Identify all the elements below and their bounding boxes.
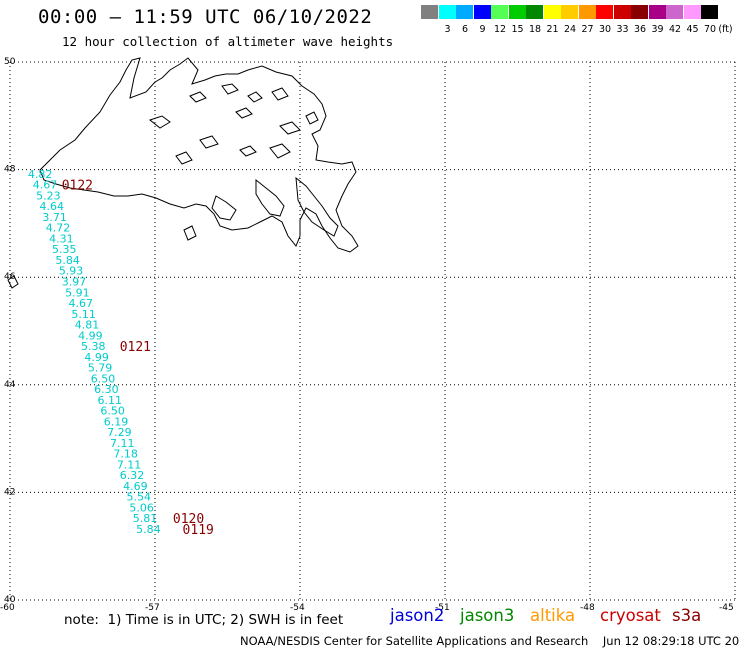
legend-swatch <box>701 5 718 19</box>
time-label: 0119 <box>183 523 214 538</box>
legend-label: 36 <box>633 24 647 35</box>
swh-value: 6.30 <box>94 383 119 396</box>
legend-label: 42 <box>668 24 682 35</box>
longitude-label: -60 <box>0 603 15 613</box>
swh-value: 4.99 <box>84 351 109 364</box>
legend-label: 39 <box>651 24 664 35</box>
swh-value: 4.64 <box>39 200 64 213</box>
longitude-label: -54 <box>290 603 305 613</box>
legend-swatch <box>543 5 561 19</box>
latitude-label: 44 <box>4 380 16 390</box>
legend-label: 70 <box>703 24 717 35</box>
legend-label: 12 <box>493 24 507 35</box>
latitude-label: 40 <box>4 595 16 605</box>
swh-value: 5.38 <box>81 340 106 353</box>
swh-value: 6.19 <box>104 415 128 428</box>
swh-value: 6.50 <box>91 372 116 385</box>
legend-label: 6 <box>461 24 469 35</box>
graticule <box>9 61 736 601</box>
map-subtitle: 12 hour collection of altimeter wave hei… <box>62 34 394 49</box>
swh-value: 7.11 <box>117 458 142 471</box>
time-label: 0121 <box>120 340 151 355</box>
swh-value: 6.32 <box>120 469 145 482</box>
swh-value: 3.97 <box>62 276 87 289</box>
swh-value: 4.99 <box>78 329 103 342</box>
legend-label: 27 <box>581 24 594 35</box>
swh-value: 4.67 <box>68 297 93 310</box>
legend-label: 33 <box>616 24 629 35</box>
swh-value: 5.54 <box>126 491 151 504</box>
legend-swatch <box>508 5 526 19</box>
longitude-label: -45 <box>719 603 734 613</box>
satellite-s3a: s3a <box>672 606 702 625</box>
satellite-jason3: jason3 <box>460 606 515 625</box>
footer-note: note: 1) Time is in UTC; 2) SWH is in fe… <box>64 612 344 628</box>
swh-value: 5.11 <box>71 308 96 321</box>
legend-swatch <box>631 5 648 19</box>
swh-value: 5.93 <box>59 265 84 278</box>
legend-label: 30 <box>598 24 612 35</box>
swh-value: 5.81 <box>133 512 158 525</box>
swh-value: 5.79 <box>88 362 113 375</box>
satellite-jason2: jason2 <box>390 606 445 625</box>
time-label: 0122 <box>62 179 93 194</box>
legend-label: 21 <box>546 24 559 35</box>
longitude-label: -51 <box>435 603 450 613</box>
swh-value: 6.50 <box>100 405 125 418</box>
swh-value: 6.11 <box>97 394 122 407</box>
legend-swatch <box>526 5 543 19</box>
swh-value: 7.29 <box>107 426 131 439</box>
swh-value: 4.67 <box>33 179 58 192</box>
swh-value: 5.91 <box>65 286 90 299</box>
swh-value: 5.06 <box>129 501 154 514</box>
legend-label: 15 <box>511 24 524 35</box>
legend-label: 18 <box>528 24 542 35</box>
legend-swatch <box>648 5 666 19</box>
swh-value: 5.84 <box>136 523 161 536</box>
swh-value: 4.31 <box>49 232 74 245</box>
swh-value: 4.72 <box>46 222 70 235</box>
swh-value: 4.81 <box>75 319 100 332</box>
swh-value: 7.11 <box>110 437 135 450</box>
legend-swatch <box>491 5 508 19</box>
altimeter-track: 4.824.675.234.643.714.724.315.355.845.93… <box>28 168 161 536</box>
legend-swatch <box>666 5 683 19</box>
legend-swatch <box>683 5 701 19</box>
swh-value: 3.71 <box>42 211 66 224</box>
swh-value: 4.82 <box>28 168 52 181</box>
latitude-label: 48 <box>4 165 16 175</box>
latitude-label: 50 <box>4 57 16 67</box>
legend-swatch <box>473 5 491 19</box>
legend-label: 9 <box>479 24 486 35</box>
legend-swatch <box>561 5 578 19</box>
coastline <box>7 57 359 289</box>
legend-swatch <box>456 5 473 19</box>
credit-line: NOAA/NESDIS Center for Satellite Applica… <box>240 634 740 648</box>
legend-label: 24 <box>563 24 577 35</box>
legend-swatch <box>438 5 456 19</box>
longitude-label: -57 <box>145 603 160 613</box>
legend-swatch <box>578 5 596 19</box>
swh-value: 7.18 <box>113 448 138 461</box>
legend-unit: (ft) <box>718 24 733 35</box>
legend-label: 3 <box>444 24 451 35</box>
axis-labels: -60 -57 -54 -51 -48 -45 50 48 46 44 42 40 <box>0 57 734 613</box>
latitude-label: 46 <box>4 272 16 282</box>
legend-swatch <box>421 5 438 19</box>
legend-swatch <box>613 5 631 19</box>
satellite-cryosat: cryosat <box>600 606 661 625</box>
swh-value: 5.84 <box>55 254 80 267</box>
swh-value: 4.69 <box>123 480 148 493</box>
map-title: 00:00 – 11:59 UTC 06/10/2022 <box>38 6 373 28</box>
latitude-label: 42 <box>4 487 15 497</box>
longitude-label: -48 <box>580 603 595 613</box>
satellite-altika: altika <box>530 606 576 625</box>
swh-value: 5.35 <box>52 243 77 256</box>
legend-swatch <box>596 5 613 19</box>
swh-value: 5.23 <box>36 189 61 202</box>
legend-label: 45 <box>686 24 699 35</box>
time-label: 0120 <box>173 512 204 527</box>
